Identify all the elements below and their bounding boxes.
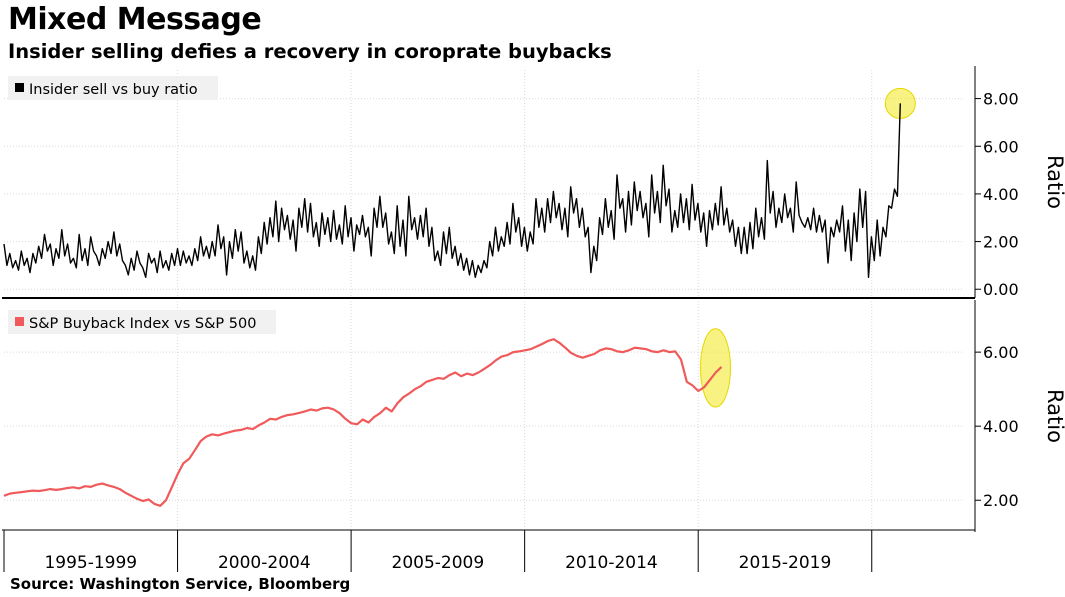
legend-label: S&P Buyback Index vs S&P 500 (29, 316, 256, 332)
x-tick-label: 2015-2019 (739, 553, 832, 573)
x-tick-label: 2010-2014 (565, 553, 658, 573)
buyback-ratio-line (3, 338, 723, 507)
chart-subtitle: Insider selling defies a recovery in cor… (8, 40, 612, 63)
y-axis-title: Ratio (1043, 389, 1065, 443)
legend-label: Insider sell vs buy ratio (29, 82, 198, 98)
series-layer (3, 87, 916, 507)
x-tick-label: 2005-2009 (392, 553, 485, 573)
y-tick-label: 0.00 (983, 280, 1019, 299)
chart-title: Mixed Message (8, 2, 262, 37)
legend-swatch (15, 317, 24, 326)
insider-ratio-line (3, 103, 901, 278)
legend-box (8, 310, 276, 334)
axis-layer (2, 66, 981, 572)
y-tick-label: 4.00 (983, 185, 1019, 204)
y-axis-title: Ratio (1043, 155, 1065, 209)
y-tick-label: 2.00 (983, 491, 1019, 510)
y-tick-label: 2.00 (983, 233, 1019, 252)
x-tick-label: 2000-2004 (218, 553, 311, 573)
highlight-marker (699, 328, 731, 408)
legend-swatch (15, 83, 24, 92)
bottom-panel-background (2, 302, 975, 528)
source-note: Source: Washington Service, Bloomberg (10, 575, 351, 593)
y-tick-label: 6.00 (983, 343, 1019, 362)
label-layer: 0.00 2.00 4.00 6.00 8.00 Ratio Insider sell vs… (8, 76, 1065, 573)
legend-box (8, 76, 218, 100)
x-tick-label: 1995-1999 (44, 553, 137, 573)
y-tick-label: 6.00 (983, 137, 1019, 156)
top-panel-background (2, 68, 975, 298)
y-tick-label: 8.00 (983, 90, 1019, 109)
y-tick-label: 4.00 (983, 417, 1019, 436)
